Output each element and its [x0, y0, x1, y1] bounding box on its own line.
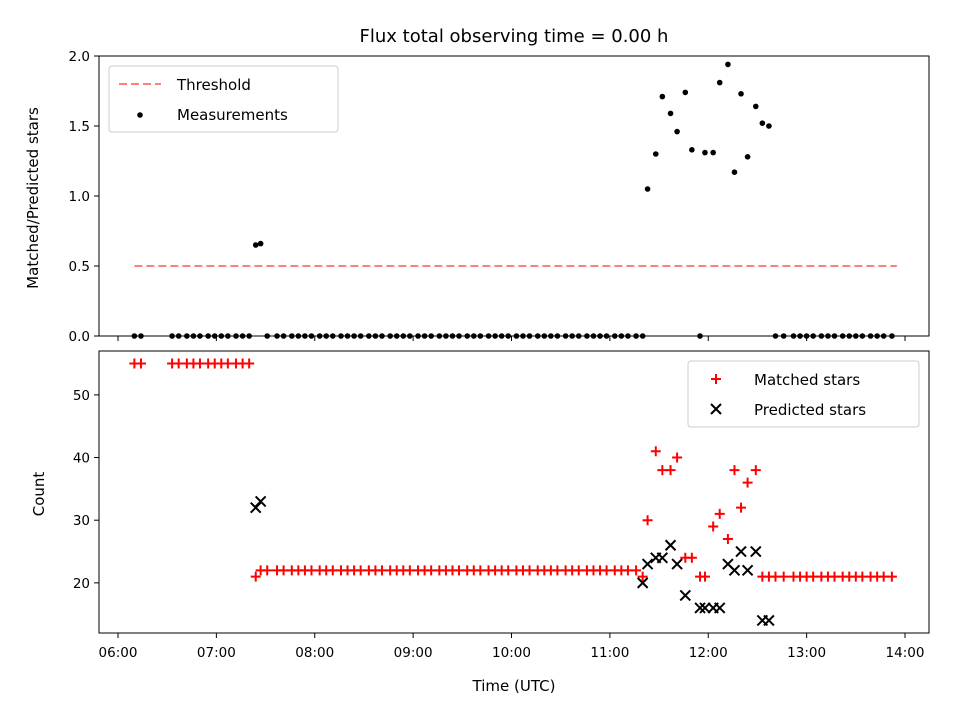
- predicted-star-point: [636, 577, 649, 589]
- measurement-point: [716, 79, 723, 86]
- matched-star-point: [631, 565, 642, 576]
- top-chart-plot: [131, 61, 897, 339]
- predicted-star-point: [641, 558, 654, 570]
- bottom-x-tick-label: 11:00: [590, 645, 629, 661]
- matched-star-point: [642, 515, 653, 526]
- measurement-point: [252, 242, 259, 248]
- predicted-star-point: [728, 564, 741, 577]
- top-y-tick-label: 1.5: [69, 119, 90, 135]
- bottom-y-tick-label: 20: [73, 576, 90, 592]
- measurement-point: [257, 240, 264, 247]
- bottom-chart-ylabel: Count: [30, 472, 48, 517]
- predicted-star-point: [671, 558, 683, 570]
- top-y-tick-label: 0.0: [69, 329, 90, 345]
- bottom-x-tick-label: 13:00: [787, 645, 826, 661]
- predicted-star-point: [714, 602, 726, 614]
- matched-star-point: [714, 508, 725, 519]
- matched-star-point: [736, 502, 747, 513]
- measurement-point: [674, 128, 680, 135]
- predicted-star-point: [741, 564, 754, 577]
- measurement-point: [766, 123, 772, 129]
- predicted-star-point: [254, 495, 267, 508]
- matched-star-point: [672, 452, 683, 463]
- predicted-star-point: [679, 589, 692, 602]
- measurement-point: [731, 169, 738, 175]
- predicted-star-point: [735, 545, 747, 558]
- matched-star-point: [722, 534, 733, 544]
- measurement-point: [652, 151, 659, 157]
- bottom-x-tick-label: 09:00: [394, 645, 433, 661]
- top-legend-box: [108, 65, 339, 133]
- top-chart-title: Flux total observing time = 0.00 h: [360, 26, 669, 47]
- matched-star-point: [135, 358, 146, 369]
- legend-threshold-label: Threshold: [176, 76, 251, 94]
- bottom-x-tick-label: 10:00: [492, 645, 531, 661]
- matched-star-point: [262, 565, 273, 576]
- matched-star-point: [250, 571, 261, 582]
- matched-star-point: [742, 477, 753, 488]
- measurement-point: [710, 149, 716, 156]
- bottom-chart-legend: Matched stars Predicted stars: [687, 360, 920, 428]
- legend-matched-swatch: [711, 374, 721, 384]
- measurement-point: [738, 91, 744, 97]
- bottom-x-tick-label: 12:00: [689, 645, 728, 661]
- legend-measurements-swatch: [137, 112, 143, 118]
- legend-predicted-label: Predicted stars: [754, 401, 866, 419]
- legend-predicted-swatch: [710, 403, 722, 415]
- measurement-point: [744, 154, 751, 160]
- matched-star-point: [708, 521, 719, 532]
- measurement-point: [644, 186, 651, 192]
- bottom-chart-plot: [129, 358, 897, 627]
- matched-star-point: [244, 358, 255, 369]
- predicted-star-point: [763, 614, 775, 627]
- top-chart-legend: Threshold Measurements: [108, 65, 339, 133]
- predicted-star-point: [750, 545, 762, 558]
- matched-star-point: [699, 571, 710, 582]
- matched-star-point: [686, 552, 697, 563]
- matched-star-point: [650, 446, 661, 457]
- legend-matched-label: Matched stars: [754, 371, 860, 389]
- measurement-point: [667, 110, 674, 117]
- top-y-tick-label: 1.0: [69, 189, 90, 205]
- bottom-y-tick-label: 30: [73, 513, 90, 529]
- top-y-tick-label: 2.0: [69, 49, 90, 65]
- measurement-point: [689, 147, 695, 153]
- predicted-star-point: [656, 552, 669, 564]
- measurement-point: [725, 61, 731, 68]
- matched-star-point: [750, 465, 761, 476]
- matched-star-point: [886, 571, 897, 582]
- top-y-tick-label: 0.5: [69, 259, 90, 275]
- matched-star-point: [665, 465, 676, 476]
- bottom-x-tick-label: 14:00: [886, 645, 925, 661]
- predicted-star-point: [664, 539, 677, 551]
- bottom-chart-frame: [98, 350, 930, 634]
- matched-star-point: [637, 571, 648, 582]
- predicted-star-point: [699, 602, 711, 614]
- predicted-star-point: [694, 602, 706, 614]
- bottom-x-tick-label: 07:00: [197, 645, 236, 661]
- bottom-y-tick-label: 40: [73, 451, 90, 467]
- matched-star-point: [729, 465, 740, 476]
- measurement-point: [752, 103, 759, 110]
- legend-measurements-label: Measurements: [177, 106, 288, 124]
- bottom-y-tick-label: 50: [73, 388, 90, 404]
- top-chart-ylabel: Matched/Predicted stars: [24, 107, 42, 289]
- measurement-point: [759, 120, 766, 126]
- bottom-x-tick-label: 06:00: [99, 645, 138, 661]
- bottom-chart-xlabel: Time (UTC): [472, 677, 556, 695]
- matched-star-point: [778, 571, 789, 582]
- bottom-legend-box: [687, 360, 920, 428]
- bottom-x-tick-label: 08:00: [295, 645, 334, 661]
- measurement-point: [682, 89, 689, 96]
- measurement-point: [659, 93, 666, 100]
- measurement-point: [702, 149, 708, 156]
